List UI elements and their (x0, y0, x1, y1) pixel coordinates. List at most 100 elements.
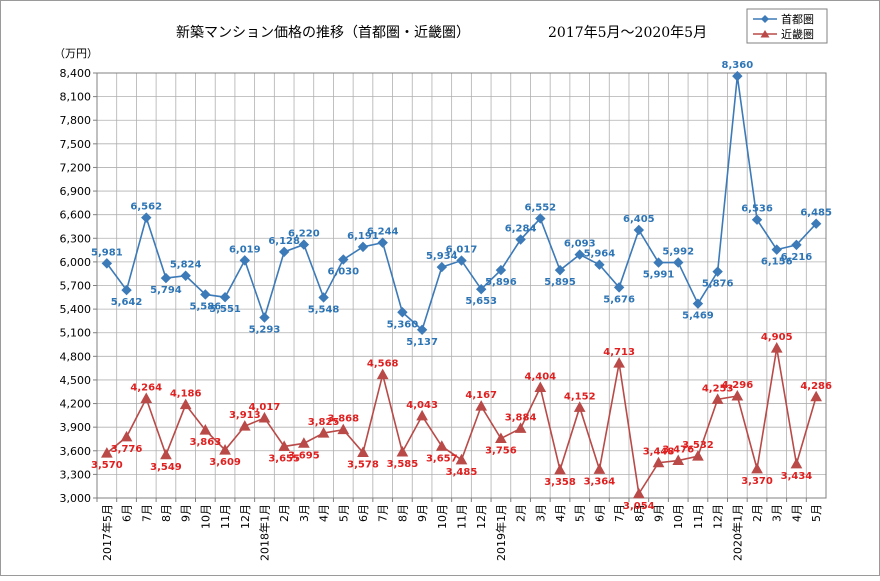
marker-diamond-point (377, 237, 388, 248)
x-tick-label: 4月 (790, 504, 803, 522)
marker-diamond-point (653, 257, 664, 268)
data-label: 4,186 (170, 389, 202, 400)
x-tick-label: 11月 (456, 504, 469, 529)
marker-diamond-point (633, 224, 645, 236)
x-tick-label: 5月 (337, 504, 350, 522)
x-tick-label: 8月 (160, 504, 173, 522)
y-tick-label: 8,400 (60, 67, 92, 80)
marker-triangle-point (770, 342, 783, 353)
data-label: 5,360 (387, 319, 419, 330)
data-label: 4,017 (249, 402, 281, 413)
data-label: 6,485 (800, 208, 832, 219)
x-tick-label: 2月 (278, 504, 291, 522)
plot-border (96, 72, 827, 499)
data-label: 4,296 (722, 380, 754, 391)
data-label: 4,404 (524, 372, 556, 383)
data-label: 3,476 (662, 445, 694, 456)
marker-triangle-point (652, 456, 665, 468)
data-label: 3,585 (387, 459, 419, 470)
legend-triangle-icon (760, 30, 770, 38)
marker-diamond-point (692, 298, 704, 309)
x-tick-label: 3月 (771, 504, 784, 522)
x-tick-label: 3月 (298, 504, 311, 522)
data-label: 5,586 (190, 301, 222, 312)
data-label: 6,093 (564, 239, 596, 250)
y-tick-label: 6,900 (60, 185, 92, 198)
data-label: 8,360 (722, 60, 754, 71)
data-label: 3,913 (229, 410, 261, 421)
data-label: 5,653 (465, 296, 497, 307)
marker-triangle-point (258, 411, 271, 423)
x-tick-label: 11月 (219, 504, 232, 529)
data-label: 5,896 (485, 277, 517, 288)
x-tick-label: 9月 (416, 504, 429, 522)
x-tick-label: 4月 (554, 504, 567, 522)
data-label: 6,405 (623, 214, 655, 225)
marker-triangle-point (416, 409, 428, 421)
marker-triangle-point (534, 381, 547, 392)
x-tick-label: 9月 (180, 504, 193, 522)
marker-triangle-point (495, 432, 507, 443)
y-tick-label: 8,100 (60, 91, 92, 104)
marker-diamond-point (771, 244, 782, 255)
marker-diamond-point (121, 284, 132, 296)
data-label: 6,019 (229, 244, 261, 255)
marker-diamond-point (416, 324, 428, 336)
y-tick-label: 5,700 (60, 280, 92, 293)
marker-triangle-point (435, 440, 448, 451)
marker-triangle-point (317, 427, 330, 438)
legend-label: 首都圏 (781, 12, 814, 26)
marker-diamond-point (712, 266, 723, 277)
data-label: 6,284 (505, 224, 537, 235)
x-tick-label: 10月 (436, 504, 449, 529)
data-label: 5,794 (150, 285, 182, 296)
data-label: 4,905 (761, 332, 793, 343)
marker-diamond-point (180, 270, 191, 281)
marker-diamond-point (338, 254, 349, 265)
data-label: 4,568 (367, 359, 399, 370)
x-tick-label: 10月 (672, 504, 685, 529)
x-tick-label: 8月 (396, 504, 409, 522)
data-label: 4,264 (130, 383, 162, 394)
marker-triangle-point (160, 448, 172, 460)
data-label: 5,876 (702, 279, 734, 290)
data-label: 4,043 (406, 400, 438, 411)
marker-diamond-point (219, 292, 231, 303)
data-label: 3,370 (741, 476, 773, 487)
marker-diamond-point (278, 246, 290, 258)
marker-triangle-point (692, 450, 704, 461)
marker-triangle-point (357, 446, 369, 458)
x-tick-label: 10月 (199, 504, 212, 529)
data-label: 6,562 (130, 202, 162, 213)
data-label: 6,156 (761, 257, 793, 268)
marker-triangle-point (278, 440, 291, 451)
marker-triangle-point (298, 437, 310, 448)
chart-title: 新築マンション価格の推移（首都圏・近畿圏） (176, 25, 470, 41)
data-label: 6,017 (446, 245, 478, 256)
marker-diamond-point (751, 214, 763, 225)
marker-triangle-point (514, 422, 527, 433)
marker-diamond-point (318, 292, 329, 303)
data-label: 5,934 (426, 251, 458, 262)
marker-triangle-point (711, 393, 724, 404)
y-tick-label: 4,200 (60, 398, 92, 411)
marker-triangle-point (593, 463, 606, 474)
marker-diamond-point (810, 218, 822, 229)
data-label: 3,657 (426, 453, 458, 464)
data-label: 6,244 (367, 227, 399, 238)
x-tick-label: 2月 (751, 504, 764, 522)
data-label: 4,167 (465, 390, 497, 401)
data-label: 4,713 (603, 347, 635, 358)
data-label: 3,756 (485, 446, 517, 457)
data-label: 5,676 (603, 294, 635, 305)
x-tick-label: 12月 (475, 504, 488, 529)
x-tick-label: 9月 (653, 504, 666, 522)
x-tick-label: 6月 (121, 504, 134, 522)
data-label: 3,868 (327, 414, 359, 425)
plot-area: 3,000 3,300 3,600 3,900 4,200 4,500 4,800 5,100… (60, 60, 833, 561)
marker-diamond-point (456, 255, 467, 266)
x-tick-label: 12月 (712, 504, 725, 529)
